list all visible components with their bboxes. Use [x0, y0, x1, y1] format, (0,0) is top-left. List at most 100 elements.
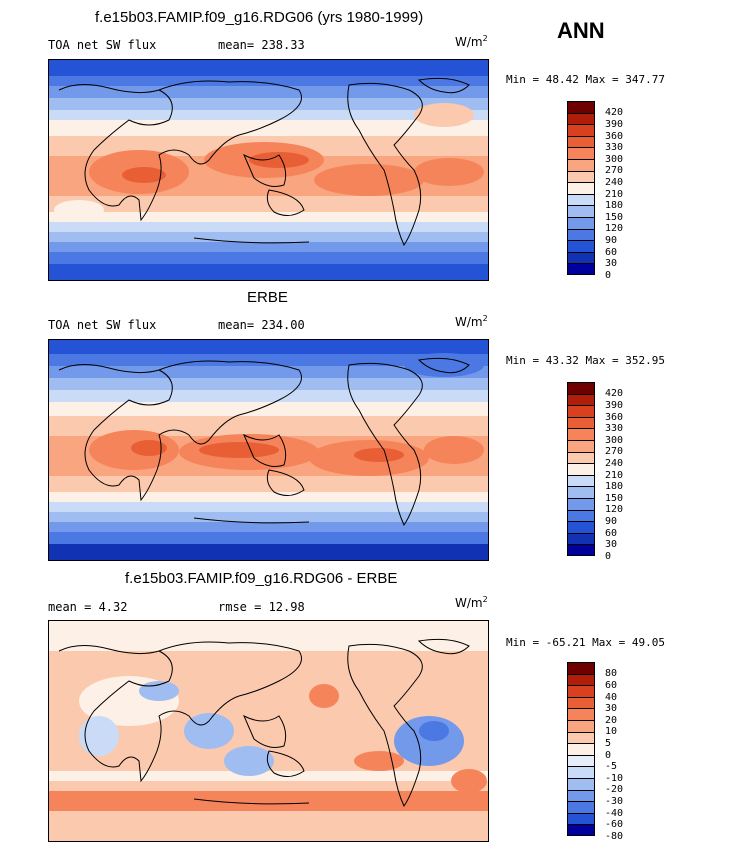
panel-1-colorbar-tick-4: 300 [605, 153, 624, 165]
panel-3-colorbar-tick-14: -80 [605, 830, 624, 842]
panel-3-rmse-label: rmse = 12.98 [218, 600, 305, 614]
panel-1-variable-label: TOA net SW flux [48, 38, 157, 52]
panel-3-colorbar-box-0 [567, 662, 595, 674]
panel-2-colorbar-box-1 [567, 393, 595, 406]
panel-3-colorbar-box-6 [567, 731, 595, 744]
panel-3-colorbar-box-14 [567, 824, 595, 836]
panel-1-colorbar-tick-5: 270 [605, 165, 624, 177]
panel-2-map-plot [49, 340, 488, 560]
panel-2-title: ERBE [247, 289, 288, 306]
panel-2-colorbar-box-10 [567, 498, 595, 510]
panel-1-colorbar-tick-7: 210 [605, 188, 624, 200]
panel-2-colorbar-tick-8: 180 [605, 481, 624, 493]
panel-1-colorbar-tick-0: 420 [605, 107, 624, 119]
panel-3-colorbar-box-9 [567, 766, 595, 778]
panel-3-colorbar-tick-6: 5 [605, 737, 612, 749]
panel-2-colorbar-tick-14: 0 [605, 550, 612, 562]
panel-3-colorbar-tick-4: 20 [605, 714, 618, 726]
panel-3-colorbar-box-8 [567, 754, 595, 767]
panel-2-mean-label: mean= 234.00 [218, 318, 305, 332]
panel-1-mean-label: mean= 238.33 [218, 38, 305, 52]
panel-2-colorbar-tick-7: 210 [605, 469, 624, 481]
panel-1-colorbar-box-2 [567, 124, 595, 136]
panel-2-colorbar-box-3 [567, 416, 595, 429]
panel-2-colorbar-tick-0: 420 [605, 388, 624, 400]
panel-2-colorbar-box-5 [567, 440, 595, 452]
panel-1-colorbar-tick-12: 60 [605, 246, 618, 258]
panel-3-colorbar-box-3 [567, 696, 595, 709]
panel-1-colorbar-box-1 [567, 112, 595, 125]
panel-2-colorbar-box-2 [567, 405, 595, 417]
panel-1-colorbar-box-8 [567, 193, 595, 206]
panel-2-variable-label: TOA net SW flux [48, 318, 157, 332]
panel-1-colorbar-box-11 [567, 228, 595, 241]
panel-2-colorbar-tick-6: 240 [605, 457, 624, 469]
panel-1-colorbar-tick-14: 0 [605, 269, 612, 281]
panel-2-colorbar-box-9 [567, 486, 595, 498]
panel-3-colorbar-box-12 [567, 801, 595, 813]
panel-1-colorbar-box-5 [567, 159, 595, 171]
panel-2-colorbar-box-4 [567, 428, 595, 440]
panel-2-colorbar-tick-13: 30 [605, 539, 618, 551]
panel-1-map-plot [49, 60, 488, 280]
season-label: ANN [557, 18, 605, 43]
panel-3-title: f.e15b03.FAMIP.f09_g16.RDG06 - ERBE [125, 570, 398, 587]
panel-3-colorbar-tick-13: -60 [605, 819, 624, 831]
panel-3-mean-label: mean = 4.32 [48, 600, 128, 614]
panel-3-colorbar-tick-3: 30 [605, 703, 618, 715]
panel-3-colorbar-tick-11: -30 [605, 795, 624, 807]
panel-2-colorbar-box-6 [567, 451, 595, 464]
panel-1-colorbar-box-10 [567, 217, 595, 229]
panel-1-colorbar-box-12 [567, 240, 595, 252]
panel-3-colorbar-tick-10: -20 [605, 784, 624, 796]
panel-1-colorbar-tick-11: 90 [605, 234, 618, 246]
panel-3-colorbar-box-11 [567, 789, 595, 802]
panel-2-colorbar-box-13 [567, 532, 595, 545]
panel-2-colorbar-box-14 [567, 544, 595, 556]
panel-2-colorbar-tick-12: 60 [605, 527, 618, 539]
panel-1-colorbar-box-0 [567, 101, 595, 113]
panel-3-colorbar: 80 60 40 30 20 10 5 0 -5 -10 -20 -30 -40 -60 -80 [567, 662, 623, 842]
panel-1-title: f.e15b03.FAMIP.f09_g16.RDG06 (yrs 1980-1… [95, 9, 424, 26]
panel-1-colorbar-tick-8: 180 [605, 200, 624, 212]
panel-2-colorbar-tick-11: 90 [605, 515, 618, 527]
panel-1-colorbar-tick-3: 330 [605, 142, 624, 154]
panel-3-colorbar-box-2 [567, 685, 595, 697]
panel-2-colorbar-box-8 [567, 474, 595, 487]
panel-1-colorbar-box-4 [567, 147, 595, 159]
panel-3-colorbar-tick-5: 10 [605, 726, 618, 738]
panel-2-colorbar-tick-9: 150 [605, 492, 624, 504]
panel-2-map [48, 339, 489, 561]
panel-3-colorbar-box-13 [567, 812, 595, 825]
panel-2-colorbar-box-11 [567, 509, 595, 522]
panel-1-colorbar-tick-10: 120 [605, 223, 624, 235]
panel-2-colorbar: 420 390 360 330 300 270 240 210 180 150 120 90 60 30 0 [567, 382, 623, 562]
panel-1-colorbar-box-3 [567, 135, 595, 148]
panel-1-colorbar-tick-13: 30 [605, 258, 618, 270]
panel-1-colorbar-box-6 [567, 170, 595, 183]
panel-3-colorbar-box-10 [567, 778, 595, 790]
panel-3-colorbar-tick-9: -10 [605, 772, 624, 784]
panel-2-colorbar-tick-5: 270 [605, 446, 624, 458]
panel-1-colorbar: 420 390 360 330 300 270 240 210 180 150 120 90 60 30 0 [567, 101, 623, 281]
panel-2-colorbar-box-12 [567, 521, 595, 533]
panel-1-colorbar-box-13 [567, 251, 595, 264]
panel-2-colorbar-tick-3: 330 [605, 423, 624, 435]
panel-2-minmax: Min = 43.32 Max = 352.95 [506, 354, 665, 367]
panel-3-colorbar-tick-12: -40 [605, 807, 624, 819]
panel-3-minmax: Min = -65.21 Max = 49.05 [506, 636, 665, 649]
panel-2-colorbar-tick-4: 300 [605, 434, 624, 446]
panel-1-colorbar-box-7 [567, 182, 595, 194]
panel-3-colorbar-tick-8: -5 [605, 761, 618, 773]
panel-2-colorbar-tick-10: 120 [605, 504, 624, 516]
panel-3-map-plot [49, 621, 488, 841]
panel-1-colorbar-box-14 [567, 263, 595, 275]
panel-2-colorbar-tick-2: 360 [605, 411, 624, 423]
panel-1-minmax: Min = 48.42 Max = 347.77 [506, 73, 665, 86]
panel-1-colorbar-box-9 [567, 205, 595, 217]
panel-1-colorbar-tick-9: 150 [605, 211, 624, 223]
panel-3-map [48, 620, 489, 842]
panel-3-colorbar-tick-0: 80 [605, 668, 618, 680]
panel-3-colorbar-tick-1: 60 [605, 679, 618, 691]
